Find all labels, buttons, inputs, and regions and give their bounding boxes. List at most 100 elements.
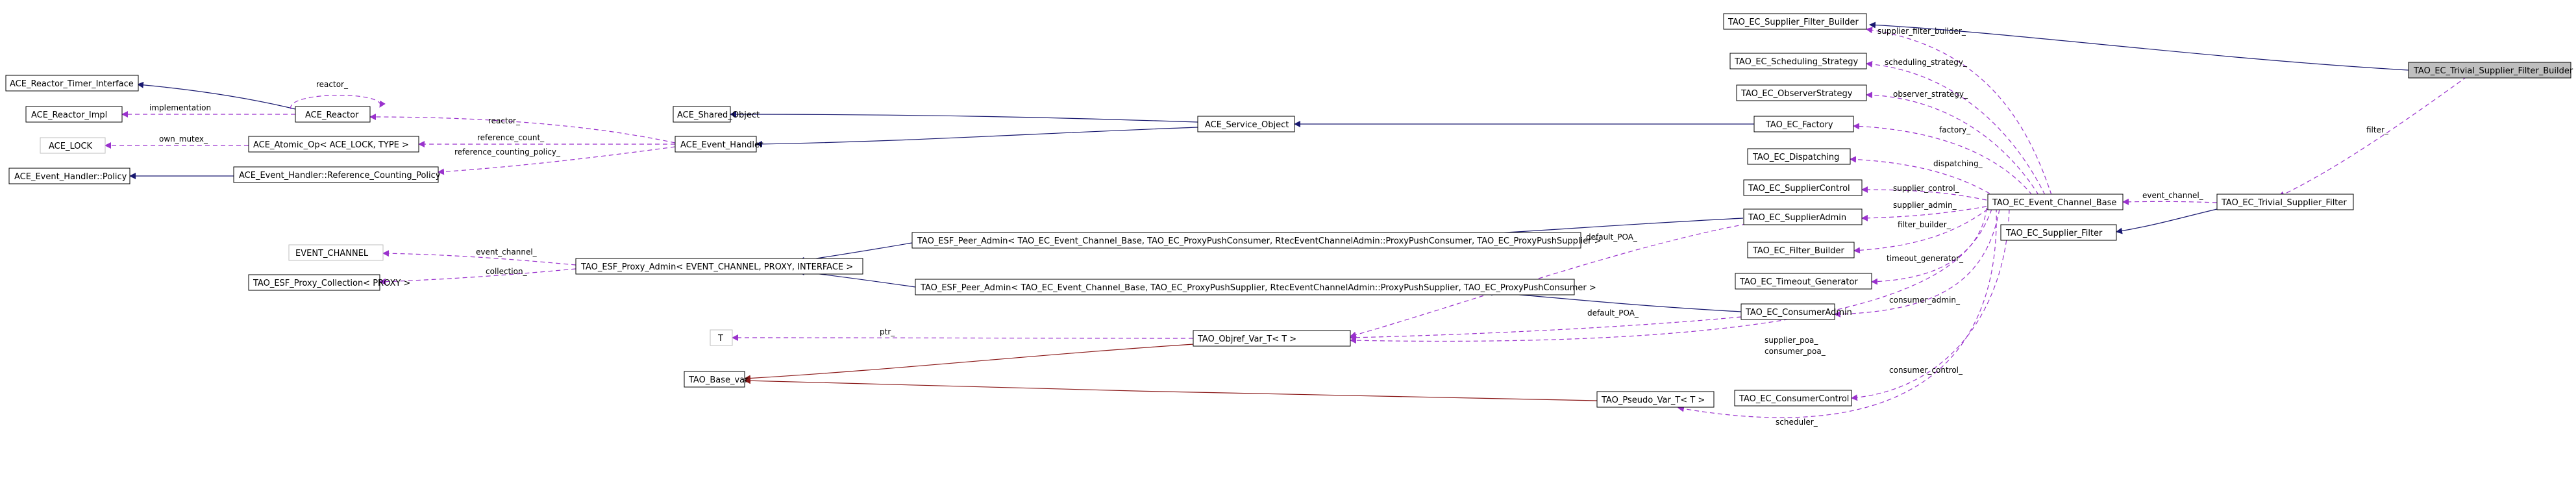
edge-label-timeout-generator: timeout_generator_ [1887, 254, 1964, 263]
svg-text:ACE_Reactor: ACE_Reactor [305, 110, 359, 120]
svg-text:TAO_EC_ConsumerControl: TAO_EC_ConsumerControl [1739, 394, 1849, 404]
node-tao-ec-dispatching[interactable]: TAO_EC_Dispatching [1747, 148, 1851, 165]
edge-service-handler [756, 127, 1198, 147]
svg-text:TAO_Base_var: TAO_Base_var [688, 375, 749, 385]
node-tao-ec-supplier-filter[interactable]: TAO_EC_Supplier_Filter [2000, 224, 2117, 241]
node-t[interactable]: T [710, 329, 733, 346]
node-ace-shared-object[interactable]: ACE_Shared_Object [673, 106, 760, 123]
edge-observer-strategy [1866, 92, 2039, 195]
edge-filter [2278, 76, 2468, 197]
node-tao-ec-trivial-supplier-filter[interactable]: TAO_EC_Trivial_Supplier_Filter [2216, 194, 2354, 210]
edge-label-consumer-admin: consumer_admin_ [1889, 295, 1961, 305]
svg-text:TAO_EC_ObserverStrategy: TAO_EC_ObserverStrategy [1740, 89, 1853, 99]
node-ace-reactor-timer-interface[interactable]: ACE_Reactor_Timer_Interface [5, 75, 139, 92]
edge-scheduler [1678, 207, 1997, 418]
node-tao-pseudo-var-t[interactable]: TAO_Pseudo_Var_T< T > [1596, 391, 1715, 408]
node-tao-ec-factory[interactable]: TAO_EC_Factory [1753, 116, 1854, 132]
edge-trivial-builder-inherit [1869, 21, 2409, 71]
svg-text:ACE_Event_Handler: ACE_Event_Handler [680, 140, 763, 150]
svg-text:T: T [717, 334, 723, 344]
node-tao-ec-scheduling-strategy[interactable]: TAO_EC_Scheduling_Strategy [1729, 53, 1867, 69]
edge-label-default-poa-1: default_POA_ [1586, 232, 1638, 242]
edge-service-shared [730, 111, 1198, 123]
edge-label-filter: filter_ [2366, 125, 2389, 134]
edge-timeout-generator [1871, 208, 1992, 285]
svg-text:TAO_EC_Filter_Builder: TAO_EC_Filter_Builder [1752, 246, 1844, 256]
svg-text:ACE_Service_Object: ACE_Service_Object [1205, 120, 1289, 130]
edge-label-supplier-admin: supplier_admin_ [1893, 201, 1957, 210]
node-tao-esf-proxy-collection[interactable]: TAO_ESF_Proxy_Collection< PROXY > [248, 274, 410, 291]
node-tao-ec-supplieradmin[interactable]: TAO_EC_SupplierAdmin [1743, 208, 1863, 225]
edge-label-supplier-poa: supplier_poa_ [1765, 336, 1818, 345]
nodes: ACE_Reactor_Timer_Interface ACE_Reactor_… [5, 13, 2573, 408]
edge-dispatching [1850, 156, 1997, 198]
svg-text:TAO_EC_Supplier_Filter: TAO_EC_Supplier_Filter [2005, 229, 2103, 238]
node-tao-ec-timeout-generator[interactable]: TAO_EC_Timeout_Generator [1735, 273, 1872, 290]
edge-label-consumer-poa: consumer_poa_ [1765, 347, 1826, 356]
svg-text:TAO_EC_ConsumerAdmin: TAO_EC_ConsumerAdmin [1745, 308, 1852, 318]
node-tao-ec-observerstrategy[interactable]: TAO_EC_ObserverStrategy [1736, 84, 1867, 101]
edge-supplier-admin [1861, 206, 1987, 221]
edge-reactor [369, 114, 676, 144]
node-tao-base-var[interactable]: TAO_Base_var [684, 371, 749, 388]
edge-filter-builder [1853, 208, 1988, 254]
edge-label-ptr: ptr_ [880, 327, 895, 336]
node-ace-reactor-impl[interactable]: ACE_Reactor_Impl [25, 106, 123, 123]
node-tao-ec-filter-builder[interactable]: TAO_EC_Filter_Builder [1747, 242, 1855, 258]
edge-label-supplier-control: supplier_control_ [1893, 184, 1960, 193]
edge-collection [379, 268, 576, 285]
edge-label-dispatching: dispatching_ [1933, 159, 1983, 168]
edge-scheduling-strategy [1866, 60, 2046, 195]
svg-text:ACE_LOCK: ACE_LOCK [49, 142, 93, 151]
edge-reactor-self [290, 95, 386, 110]
edge-label-default-poa-2: default_POA_ [1587, 308, 1639, 318]
svg-text:TAO_Pseudo_Var_T< T >: TAO_Pseudo_Var_T< T > [1601, 395, 1705, 405]
node-tao-esf-proxy-admin[interactable]: TAO_ESF_Proxy_Admin< EVENT_CHANNEL, PROX… [575, 258, 863, 275]
svg-text:TAO_Objref_Var_T< T >: TAO_Objref_Var_T< T > [1197, 334, 1296, 344]
edge-label-reference-count: reference_count_ [477, 133, 545, 142]
edge-consumer-control [1851, 208, 2010, 401]
svg-text:TAO_EC_Trivial_Supplier_Filter: TAO_EC_Trivial_Supplier_Filter_Builder [2413, 66, 2573, 76]
node-ace-atomic-op[interactable]: ACE_Atomic_Op< ACE_LOCK, TYPE > [248, 136, 419, 153]
edge-label-reactor: reactor_ [488, 116, 521, 125]
edge-label-scheduler: scheduler_ [1776, 418, 1818, 427]
edge-label-reference-counting-policy: reference_counting_policy_ [454, 147, 561, 157]
svg-text:TAO_EC_SupplierAdmin: TAO_EC_SupplierAdmin [1748, 213, 1846, 223]
node-tao-esf-peer-admin-supplier[interactable]: TAO_ESF_Peer_Admin< TAO_EC_Event_Channel… [915, 279, 1596, 295]
edge-label-event-channel-2: event_channel_ [2142, 191, 2204, 200]
node-tao-ec-event-channel-base[interactable]: TAO_EC_Event_Channel_Base [1987, 194, 2124, 210]
svg-text:ACE_Event_Handler::Reference_C: ACE_Event_Handler::Reference_Counting_Po… [239, 171, 441, 181]
node-ace-event-handler[interactable]: ACE_Event_Handler [675, 136, 763, 153]
svg-text:TAO_ESF_Proxy_Admin< EVENT_CHA: TAO_ESF_Proxy_Admin< EVENT_CHANNEL, PROX… [580, 262, 853, 272]
node-tao-esf-peer-admin-consumer[interactable]: TAO_ESF_Peer_Admin< TAO_EC_Event_Channel… [911, 232, 1602, 249]
node-ace-event-handler-rcp[interactable]: ACE_Event_Handler::Reference_Counting_Po… [233, 166, 441, 183]
node-tao-ec-consumeradmin[interactable]: TAO_EC_ConsumerAdmin [1740, 303, 1852, 320]
svg-text:TAO_ESF_Proxy_Collection< PROX: TAO_ESF_Proxy_Collection< PROXY > [253, 279, 410, 288]
node-ace-lock[interactable]: ACE_LOCK [40, 137, 106, 154]
node-tao-ec-trivial-supplier-filter-builder[interactable]: TAO_EC_Trivial_Supplier_Filter_Builder [2408, 62, 2573, 79]
node-tao-ec-suppliercontrol[interactable]: TAO_EC_SupplierControl [1743, 179, 1863, 196]
edge-label-observer-strategy: observer_strategy_ [1893, 90, 1968, 99]
svg-text:ACE_Atomic_Op< ACE_LOCK, TYPE: ACE_Atomic_Op< ACE_LOCK, TYPE > [253, 140, 409, 150]
node-ace-reactor[interactable]: ACE_Reactor [295, 106, 371, 123]
svg-text:TAO_EC_Factory: TAO_EC_Factory [1765, 120, 1833, 130]
edge-label-filter-builder: filter_builder_ [1898, 220, 1951, 229]
svg-text:TAO_EC_Dispatching: TAO_EC_Dispatching [1752, 153, 1839, 162]
svg-text:ACE_Reactor_Impl: ACE_Reactor_Impl [31, 110, 107, 120]
edge-default-poa-2 [1350, 316, 1742, 341]
node-tao-ec-supplier-filter-builder[interactable]: TAO_EC_Supplier_Filter_Builder [1723, 13, 1867, 30]
edge-label-own-mutex: own_mutex_ [159, 134, 208, 144]
node-event-channel[interactable]: EVENT_CHANNEL [288, 244, 384, 261]
svg-text:TAO_EC_SupplierControl: TAO_EC_SupplierControl [1748, 184, 1850, 194]
node-tao-objref-var-t[interactable]: TAO_Objref_Var_T< T > [1193, 330, 1351, 347]
edge-label-event-channel: event_channel_ [476, 247, 538, 257]
edge-label-collection: collection_ [486, 267, 528, 276]
edge-label-factory: factory_ [1939, 125, 1971, 134]
node-ace-event-handler-policy[interactable]: ACE_Event_Handler::Policy [8, 168, 130, 184]
node-tao-ec-consumercontrol[interactable]: TAO_EC_ConsumerControl [1734, 390, 1852, 407]
edge-label-implementation: implementation [149, 103, 211, 112]
svg-text:TAO_EC_Trivial_Supplier_Filter: TAO_EC_Trivial_Supplier_Filter [2221, 198, 2347, 208]
node-ace-service-object[interactable]: ACE_Service_Object [1197, 116, 1295, 132]
